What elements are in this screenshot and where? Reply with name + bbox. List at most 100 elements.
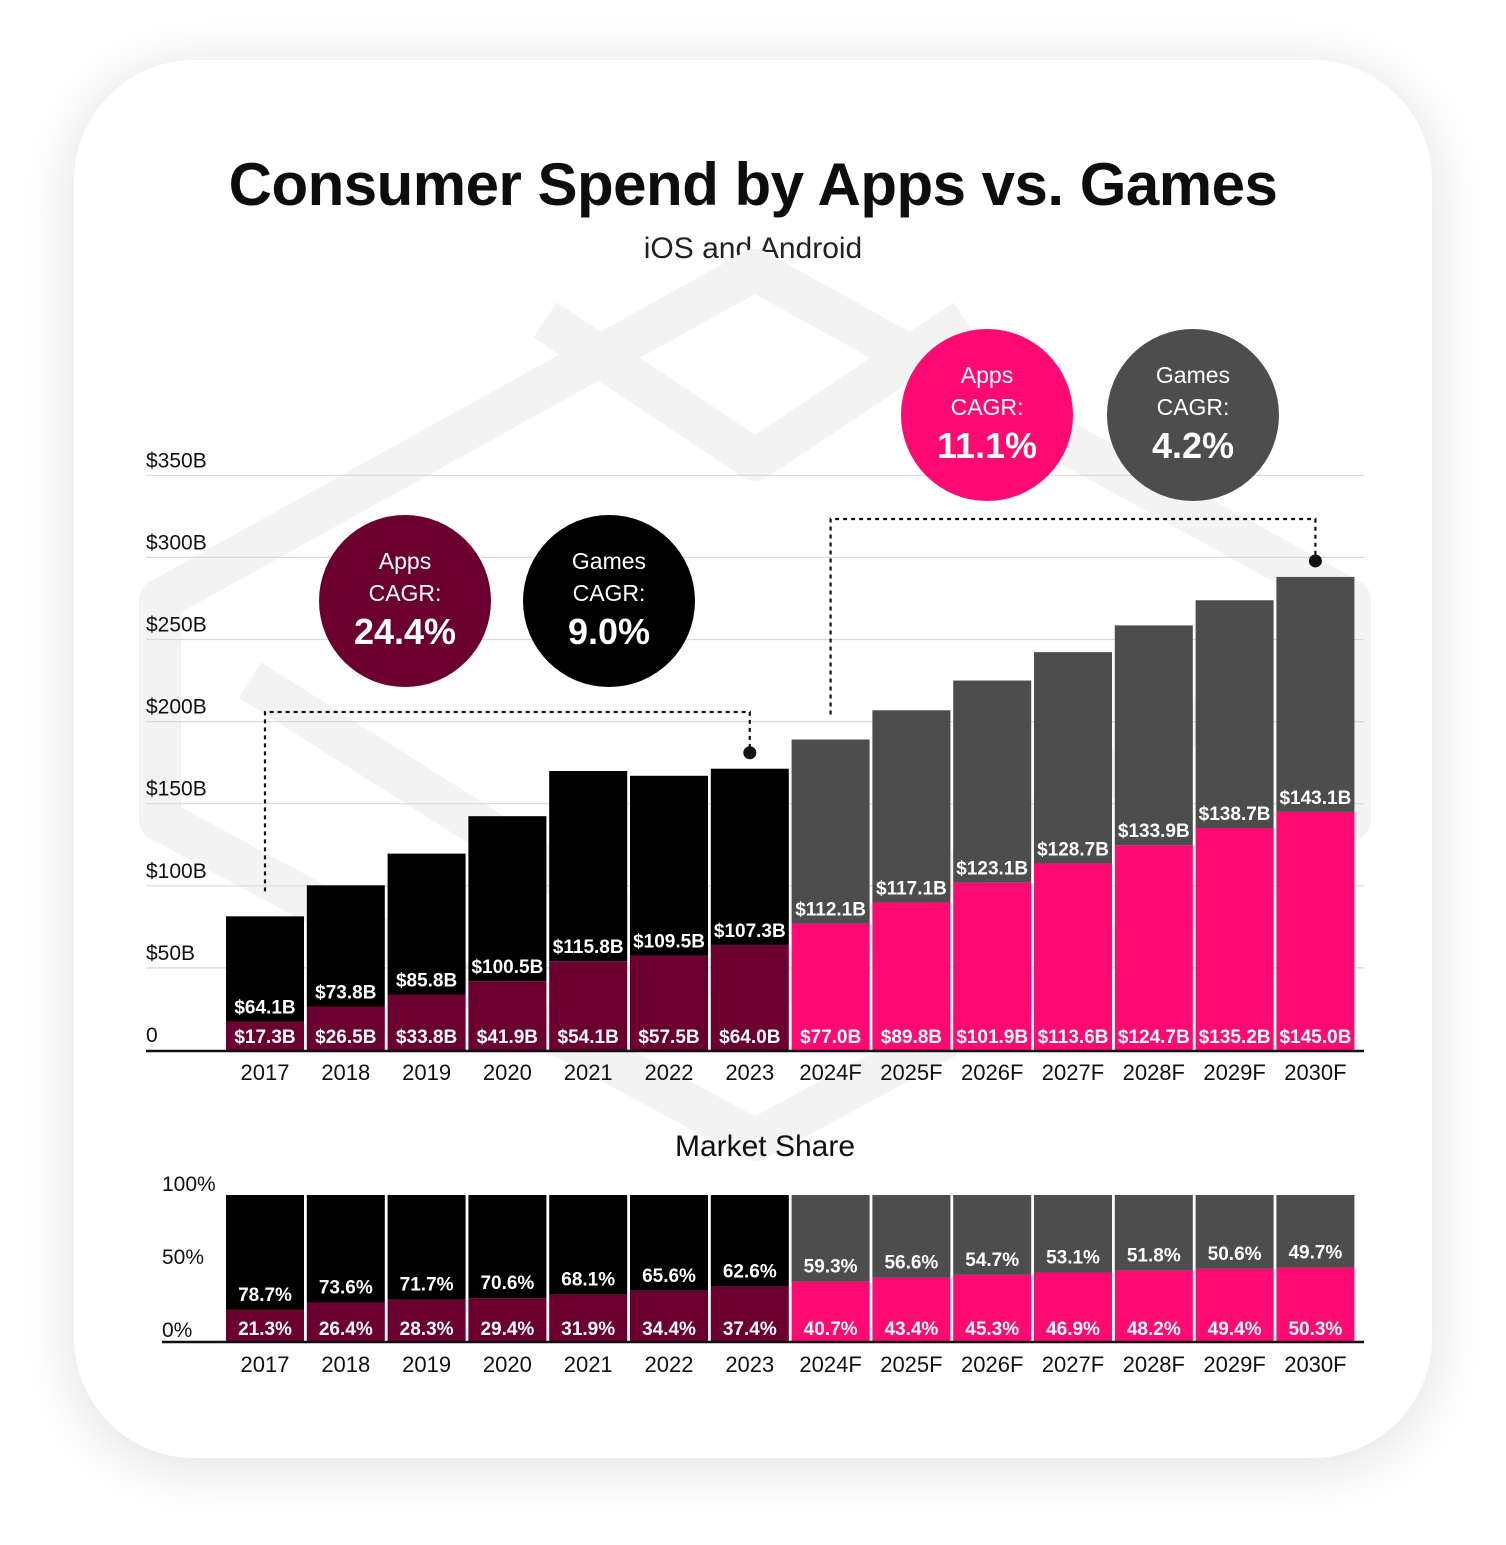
share-x-tick-label: 2019 [402,1352,451,1377]
apps-value-label: $41.9B [477,1027,538,1048]
games-cagr-forecast-value: 4.2% [1151,425,1235,466]
share-apps-label: 26.4% [319,1319,373,1340]
bar-games [953,680,1032,883]
games-cagr-historical-value: 9.0% [567,611,651,652]
share-bar-games [872,1195,951,1278]
y-tick-label: $50B [146,942,195,965]
share-apps-label: 45.3% [965,1319,1019,1340]
share-x-tick-label: 2027F [1042,1352,1104,1377]
y-tick-label: $350B [146,449,207,472]
share-games-label: 71.7% [400,1275,454,1296]
share-bar-apps [1114,1270,1193,1341]
games-value-label: $109.5B [633,932,705,953]
share-games-label: 65.6% [642,1266,696,1287]
bar-games [710,768,789,945]
share-apps-label: 34.4% [642,1319,696,1340]
games-value-label: $138.7B [1199,804,1271,825]
share-y-tick-label: 0% [162,1319,192,1342]
y-tick-label: $250B [146,614,207,637]
x-tick-label: 2021 [564,1060,613,1085]
share-x-tick-label: 2022 [645,1352,694,1377]
share-games-label: 59.3% [804,1257,858,1278]
share-y-tick-label: 100% [162,1173,216,1196]
games-value-label: $128.7B [1037,839,1109,860]
apps-value-label: $17.3B [234,1027,295,1048]
bar-games [791,739,870,924]
x-tick-label: 2017 [241,1060,290,1085]
share-x-tick-label: 2028F [1123,1352,1185,1377]
share-bar-apps [1276,1267,1355,1341]
x-tick-label: 2026F [961,1060,1023,1085]
x-tick-label: 2018 [321,1060,370,1085]
market-share-title: Market Share [674,1130,856,1163]
share-x-tick-label: 2018 [321,1352,370,1377]
share-bar-apps [953,1274,1032,1341]
apps-cagr-forecast-bubble: Apps CAGR: 11.1% [901,329,1073,501]
apps-cagr-historical-value: 24.4% [353,611,457,652]
share-x-tick-label: 2017 [241,1352,290,1377]
share-x-tick-label: 2024F [799,1352,861,1377]
share-games-label: 73.6% [319,1277,373,1298]
apps-value-label: $145.0B [1279,1027,1351,1048]
bar-apps [1114,845,1193,1050]
share-bar-games [1276,1195,1355,1268]
connector-dot [1308,554,1322,568]
x-tick-label: 2030F [1284,1060,1346,1085]
share-bar-apps [710,1286,789,1341]
share-bar-apps [1034,1272,1112,1341]
apps-value-label: $89.8B [881,1027,942,1048]
games-value-label: $117.1B [876,879,947,900]
bar-apps [549,961,628,1050]
x-tick-label: 2022 [645,1060,694,1085]
apps-cagr-historical-bubble: Apps CAGR: 24.4% [319,515,491,687]
games-value-label: $143.1B [1279,788,1351,809]
bar-games [306,885,385,1007]
x-tick-label: 2025F [880,1060,942,1085]
share-games-label: 68.1% [561,1269,615,1290]
bar-apps [630,955,708,1050]
apps-value-label: $124.7B [1118,1027,1190,1048]
games-value-label: $85.8B [396,971,457,992]
apps-value-label: $77.0B [800,1027,861,1048]
bar-apps [710,944,789,1050]
share-bar-games [387,1195,466,1300]
games-value-label: $133.9B [1118,821,1190,842]
apps-value-label: $54.1B [558,1027,619,1048]
share-bar-games [549,1195,628,1295]
share-y-tick-label: 50% [162,1246,204,1269]
x-tick-label: 2020 [483,1060,532,1085]
share-bar-apps [387,1299,466,1341]
apps-value-label: $113.6B [1038,1027,1109,1048]
x-tick-label: 2028F [1123,1060,1185,1085]
bar-apps [387,994,466,1050]
share-bar-games [306,1195,385,1303]
share-bar-apps [791,1281,870,1341]
bar-apps [1195,828,1274,1050]
bar-apps [226,1021,304,1050]
share-bar-games [953,1195,1032,1275]
y-tick-label: $300B [146,531,207,554]
share-bar-games [630,1195,708,1291]
share-bar-games [791,1195,870,1282]
bar-games [1034,652,1112,864]
share-apps-label: 28.3% [400,1319,454,1340]
bar-apps [1276,811,1355,1050]
bar-apps [791,923,870,1050]
x-tick-label: 2024F [799,1060,861,1085]
share-x-tick-label: 2020 [483,1352,532,1377]
share-apps-label: 21.3% [238,1319,292,1340]
share-apps-label: 40.7% [804,1319,858,1340]
cagr-connector [263,710,751,892]
share-bar-games [1034,1195,1112,1273]
bar-apps [468,981,547,1050]
bar-apps [1034,863,1112,1050]
x-tick-label: 2027F [1042,1060,1104,1085]
bar-games [226,916,304,1022]
bar-games [387,853,466,995]
share-apps-label: 48.2% [1127,1319,1181,1340]
share-apps-label: 37.4% [723,1319,777,1340]
games-value-label: $100.5B [471,957,543,978]
bar-apps [872,902,951,1050]
share-bar-apps [226,1309,304,1341]
apps-value-label: $26.5B [315,1027,376,1048]
